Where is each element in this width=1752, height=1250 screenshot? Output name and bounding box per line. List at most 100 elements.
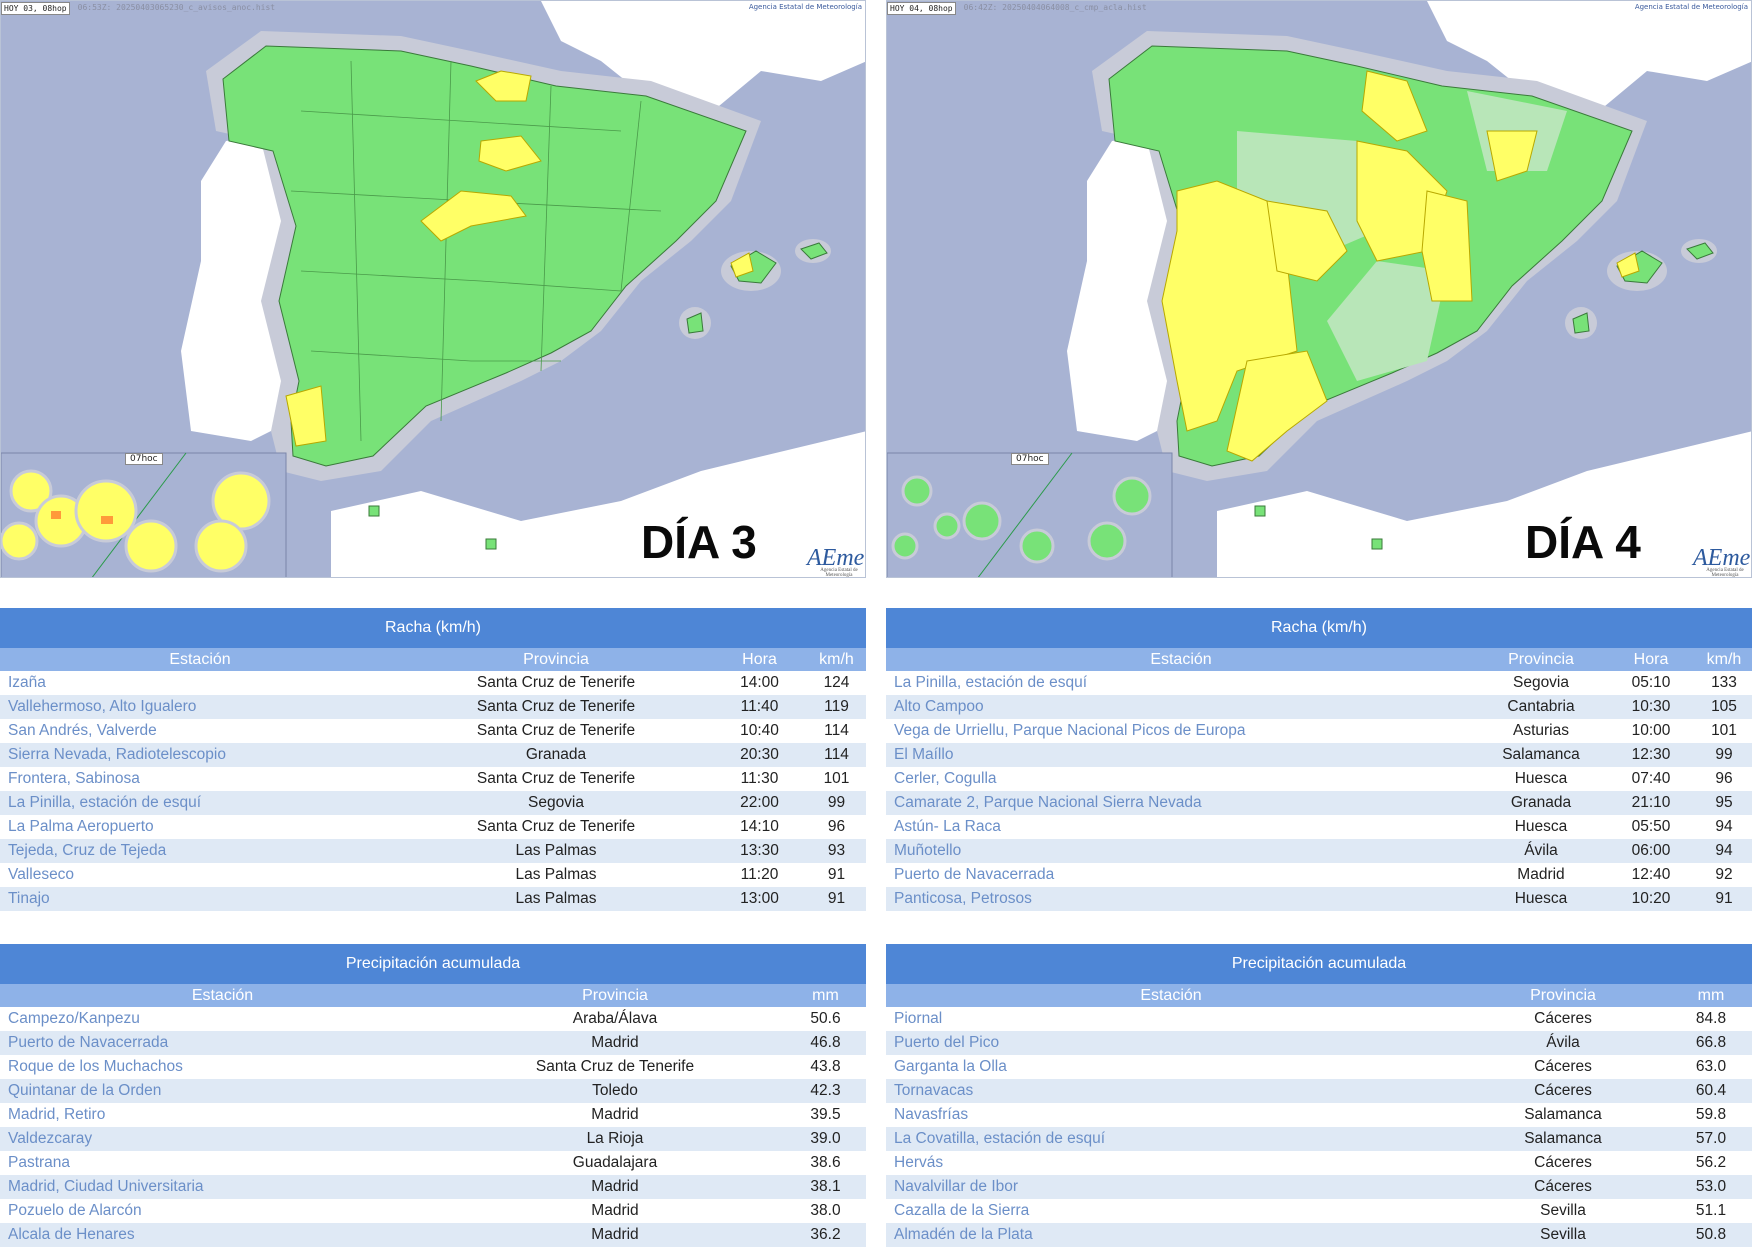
station-link[interactable]: Frontera, Sabinosa [8,770,140,787]
table-row: La Palma Aeropuerto Santa Cruz de Tenerif… [0,815,866,839]
table-row: Astún- La Raca Huesca 05:50 94 [886,815,1752,839]
table-row: Alcala de Henares Madrid 36.2 [0,1223,866,1247]
station-link[interactable]: El Maíllo [886,743,1476,767]
station-link[interactable]: La Pinilla, estación de esquí [0,791,400,815]
day-label: DÍA 4 [1525,516,1641,568]
table-header-row: Estación Provincia mm [0,984,866,1007]
table-row: Camarate 2, Parque Nacional Sierra Nevad… [886,791,1752,815]
table-row: Tinajo Las Palmas 13:00 91 [0,887,866,911]
time-cell: 13:00 [712,887,807,911]
table-header-row: Estación Provincia Hora km/h [886,648,1752,671]
table-row: El Maíllo Salamanca 12:30 99 [886,743,1752,767]
table-body: Piornal Cáceres 84.8 Puerto del Pico Ávila 66… [886,1007,1752,1247]
precip-cell: 60.4 [1670,1079,1752,1103]
gust-cell: 101 [1711,722,1737,739]
station-link[interactable]: Puerto del Pico [886,1031,1456,1055]
station-link[interactable]: Garganta la Olla [894,1058,1007,1075]
station-link[interactable]: Valleseco [8,866,75,883]
table-row: Sierra Nevada, Radiotelescopio Granada 20:… [0,743,866,767]
gust-table-day3: Racha (km/h) Estación Provincia Hora km/… [0,608,866,911]
province-cell: Madrid [445,1175,785,1199]
station-link[interactable]: Panticosa, Petrosos [886,887,1476,911]
agency-link[interactable]: Agencia Estatal de Meteorología [748,3,862,11]
precip-cell: 38.1 [785,1175,866,1199]
station-link[interactable]: Roque de los Muchachos [8,1058,183,1075]
station-link[interactable]: Piornal [894,1010,943,1027]
station-link[interactable]: Navasfrías [894,1106,969,1123]
station-link[interactable]: Quintanar de la Orden [0,1079,445,1103]
table-row: Navalvillar de Ibor Cáceres 53.0 [886,1175,1752,1199]
station-link[interactable]: Sierra Nevada, Radiotelescopio [0,743,400,767]
gust-cell: 105 [1696,695,1752,719]
station-link[interactable]: Muñotello [886,839,1476,863]
province-cell: Cantabria [1476,695,1606,719]
station-link[interactable]: Pastrana [8,1154,71,1171]
station-link[interactable]: Valdezcaray [0,1127,445,1151]
province-cell: Madrid [591,1202,639,1219]
table-row: Hervás Cáceres 56.2 [886,1151,1752,1175]
table-row: Alto Campoo Cantabria 10:30 105 [886,695,1752,719]
station-link[interactable]: Hervás [894,1154,944,1171]
table-row: Almadén de la Plata Sevilla 50.8 [886,1223,1752,1247]
station-link[interactable]: Vega de Urriellu, Parque Nacional Picos … [894,722,1246,739]
station-link[interactable]: La Covatilla, estación de esquí [886,1127,1456,1151]
station-link[interactable]: La Pinilla, estación de esquí [894,674,1088,691]
station-link[interactable]: Madrid, Ciudad Universitaria [0,1175,445,1199]
map-time-tag: HOY 04, 08hop [887,2,956,15]
time-cell: 13:30 [712,839,807,863]
station-link[interactable]: Campezo/Kanpezu [8,1010,140,1027]
station-link[interactable]: Puerto de Navacerrada [894,866,1055,883]
province-cell: Huesca [1514,770,1568,787]
time-cell: 05:50 [1631,818,1671,835]
table-row: Madrid, Retiro Madrid 39.5 [0,1103,866,1127]
province-cell: Huesca [1476,887,1606,911]
province-cell: Granada [400,743,712,767]
station-link[interactable]: Madrid, Retiro [8,1106,106,1123]
station-link[interactable]: Cerler, Cogulla [894,770,997,787]
station-link[interactable]: Navalvillar de Ibor [886,1175,1456,1199]
station-link[interactable]: La Palma Aeropuerto [8,818,154,835]
table-row: Valdezcaray La Rioja 39.0 [0,1127,866,1151]
table-row: Panticosa, Petrosos Huesca 10:20 91 [886,887,1752,911]
map-day4-graphic [887,1,1751,577]
station-link[interactable]: Cazalla de la Sierra [894,1202,1030,1219]
station-link[interactable]: Astún- La Raca [894,818,1001,835]
station-link[interactable]: Camarate 2, Parque Nacional Sierra Nevad… [886,791,1476,815]
station-link[interactable]: Pozuelo de Alarcón [8,1202,142,1219]
station-link[interactable]: Vallehermoso, Alto Igualero [0,695,400,719]
gust-cell: 94 [1715,818,1733,835]
gust-cell: 94 [1696,839,1752,863]
station-link[interactable]: Puerto de Navacerrada [0,1031,445,1055]
time-cell: 06:00 [1606,839,1696,863]
station-link[interactable]: San Andrés, Valverde [8,722,157,739]
table-body: La Pinilla, estación de esquí Segovia 05:1… [886,671,1752,911]
time-cell: 12:40 [1631,866,1671,883]
canary-inset-label: 07hoc [1011,453,1049,465]
station-link[interactable]: Tinajo [0,887,400,911]
station-link[interactable]: Almadén de la Plata [886,1223,1456,1247]
column-header-station: Estación [0,984,445,1007]
column-header-province: Provincia [445,984,785,1007]
gust-table-title: Racha (km/h) [886,608,1752,648]
column-header-station: Estación [886,984,1456,1007]
agency-link[interactable]: Agencia Estatal de Meteorología [1634,3,1748,11]
station-link[interactable]: Tornavacas [886,1079,1456,1103]
day-label: DÍA 3 [641,516,757,568]
precip-table-title: Precipitación acumulada [886,944,1752,984]
time-cell: 10:00 [1631,722,1671,739]
station-link[interactable]: Tejeda, Cruz de Tejeda [0,839,400,863]
province-cell: Santa Cruz de Tenerife [476,770,636,787]
gust-cell: 101 [823,770,850,787]
gust-cell: 91 [807,887,866,911]
province-cell: Las Palmas [515,866,597,883]
province-cell: Cáceres [1534,1010,1592,1027]
province-cell: Santa Cruz de Tenerife [476,722,636,739]
table-row: Tejeda, Cruz de Tejeda Las Palmas 13:30 93 [0,839,866,863]
station-link[interactable]: Izaña [8,674,46,691]
gust-cell: 91 [1696,887,1752,911]
column-header-kmh: km/h [1696,648,1752,671]
table-row: Puerto de Navacerrada Madrid 46.8 [0,1031,866,1055]
station-link[interactable]: Alcala de Henares [0,1223,445,1247]
precip-cell: 51.1 [1695,1202,1727,1219]
station-link[interactable]: Alto Campoo [886,695,1476,719]
